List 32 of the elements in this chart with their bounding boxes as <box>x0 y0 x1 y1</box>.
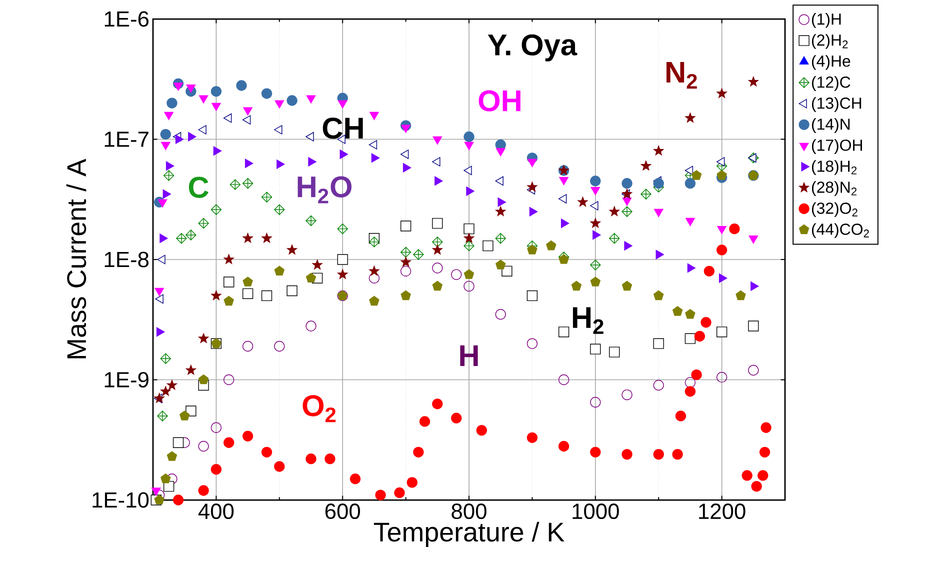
legend-label: (17)OH <box>812 139 862 154</box>
legend-label: (32)O$_{2}$ <box>812 202 858 218</box>
x-tick-label: 1200 <box>699 504 746 520</box>
annotation: C <box>188 176 208 198</box>
annotation: CH <box>322 118 363 139</box>
y-tick-label: 1E-9 <box>104 372 148 388</box>
y-tick-label: 1E-10 <box>92 492 149 508</box>
legend-label: (13)CH <box>812 97 862 112</box>
x-tick-label: 400 <box>198 504 234 520</box>
annotation: OH <box>478 90 520 112</box>
y-axis-title: Mass Current / A <box>66 158 86 358</box>
legend-label: (14)N <box>812 118 850 133</box>
legend-label: (1)H <box>812 13 841 28</box>
legend-label: (2)H$_{2}$ <box>812 34 848 49</box>
x-tick-label: 800 <box>452 504 486 520</box>
y-tick-label: 1E-8 <box>104 252 149 268</box>
annotation: H$_{2}$O <box>298 176 352 204</box>
legend-label: (28)N$_{2}$ <box>812 181 857 196</box>
annotation: O$_{2}$ <box>302 395 336 422</box>
y-tick-label: 1E-7 <box>104 132 148 147</box>
x-tick-label: 1000 <box>572 504 619 520</box>
x-axis-title: Temperature / K <box>374 522 564 547</box>
annotation: N$_{2}$ <box>666 62 697 89</box>
legend-label: (44)CO$_{2}$ <box>812 223 869 238</box>
annotation: Y. Oya <box>488 34 578 62</box>
annotation: H$_{2}$ <box>572 307 604 334</box>
legend-label: (18)H$_{2}$ <box>812 160 857 176</box>
x-tick-label: 600 <box>325 504 360 520</box>
legend-label: (12)C <box>812 76 850 91</box>
legend-label: (4)He <box>812 55 850 70</box>
annotation: H <box>460 345 478 366</box>
y-tick-label: 1E-6 <box>104 11 149 27</box>
